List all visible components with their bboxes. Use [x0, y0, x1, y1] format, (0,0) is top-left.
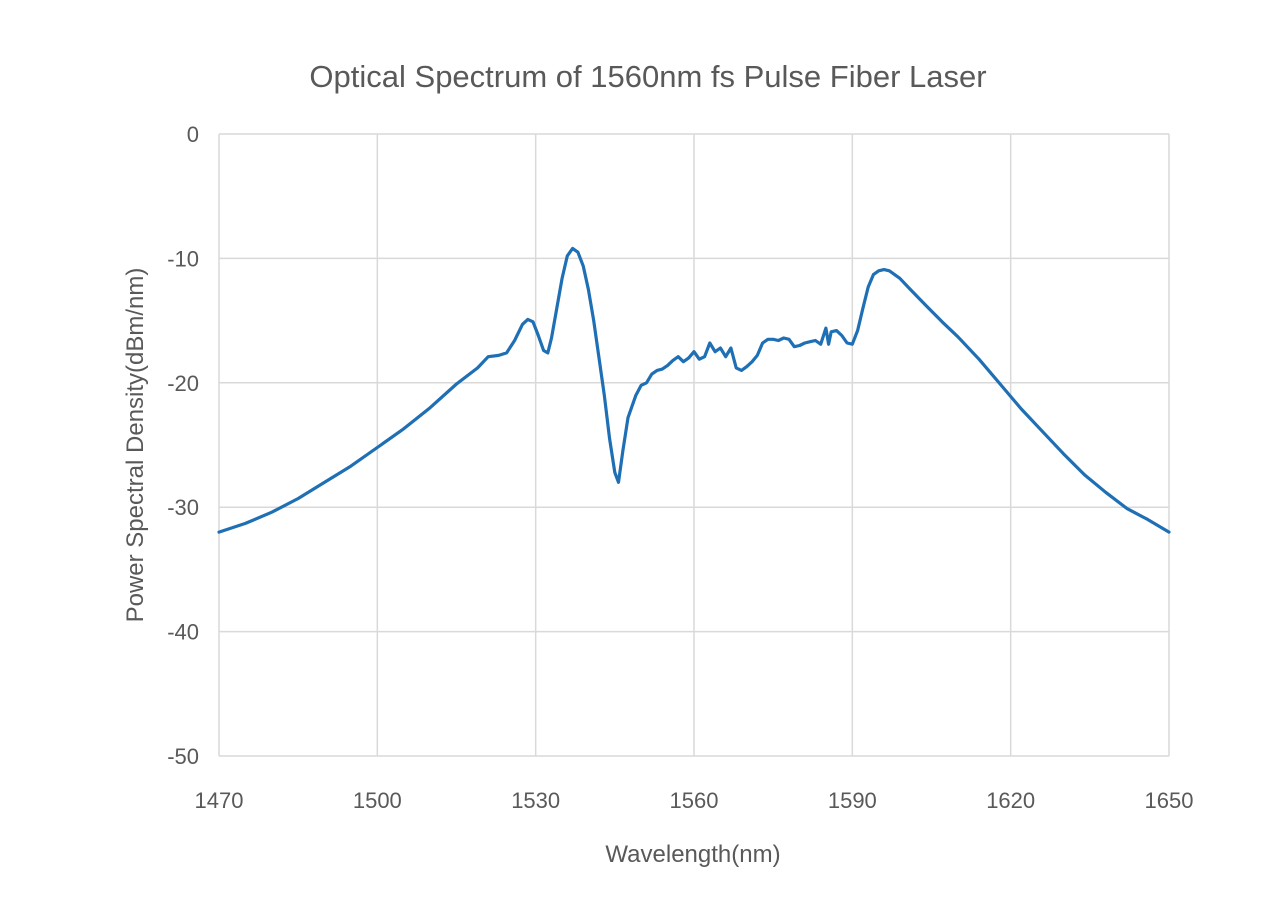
series-layer — [217, 246, 1171, 534]
y-tick-label: -30 — [167, 495, 199, 520]
grid-lines — [218, 133, 1170, 757]
y-tick-label: -20 — [167, 371, 199, 396]
spectrum-series-line-0 — [217, 246, 1171, 534]
x-axis-label: Wavelength(nm) — [605, 841, 780, 868]
y-tick-label: -40 — [167, 620, 199, 645]
y-axis-label: Power Spectral Density(dBm/nm) — [122, 268, 149, 623]
x-tick-label: 1500 — [353, 788, 402, 813]
y-tick-label: -50 — [167, 744, 199, 769]
chart-title: Optical Spectrum of 1560nm fs Pulse Fibe… — [309, 59, 986, 94]
x-tick-label: 1590 — [828, 788, 877, 813]
y-tick-label: -10 — [167, 246, 199, 271]
x-tick-label: 1530 — [511, 788, 560, 813]
x-tick-label: 1560 — [670, 788, 719, 813]
x-tick-label: 1620 — [986, 788, 1035, 813]
x-tick-label: 1650 — [1145, 788, 1194, 813]
y-tick-label: 0 — [187, 122, 199, 147]
tick-labels: 1470 1500 1530 1560 1590 1620 1650 0 -10 -20 -30 -4… — [167, 122, 1193, 813]
x-tick-label: 1470 — [195, 788, 244, 813]
